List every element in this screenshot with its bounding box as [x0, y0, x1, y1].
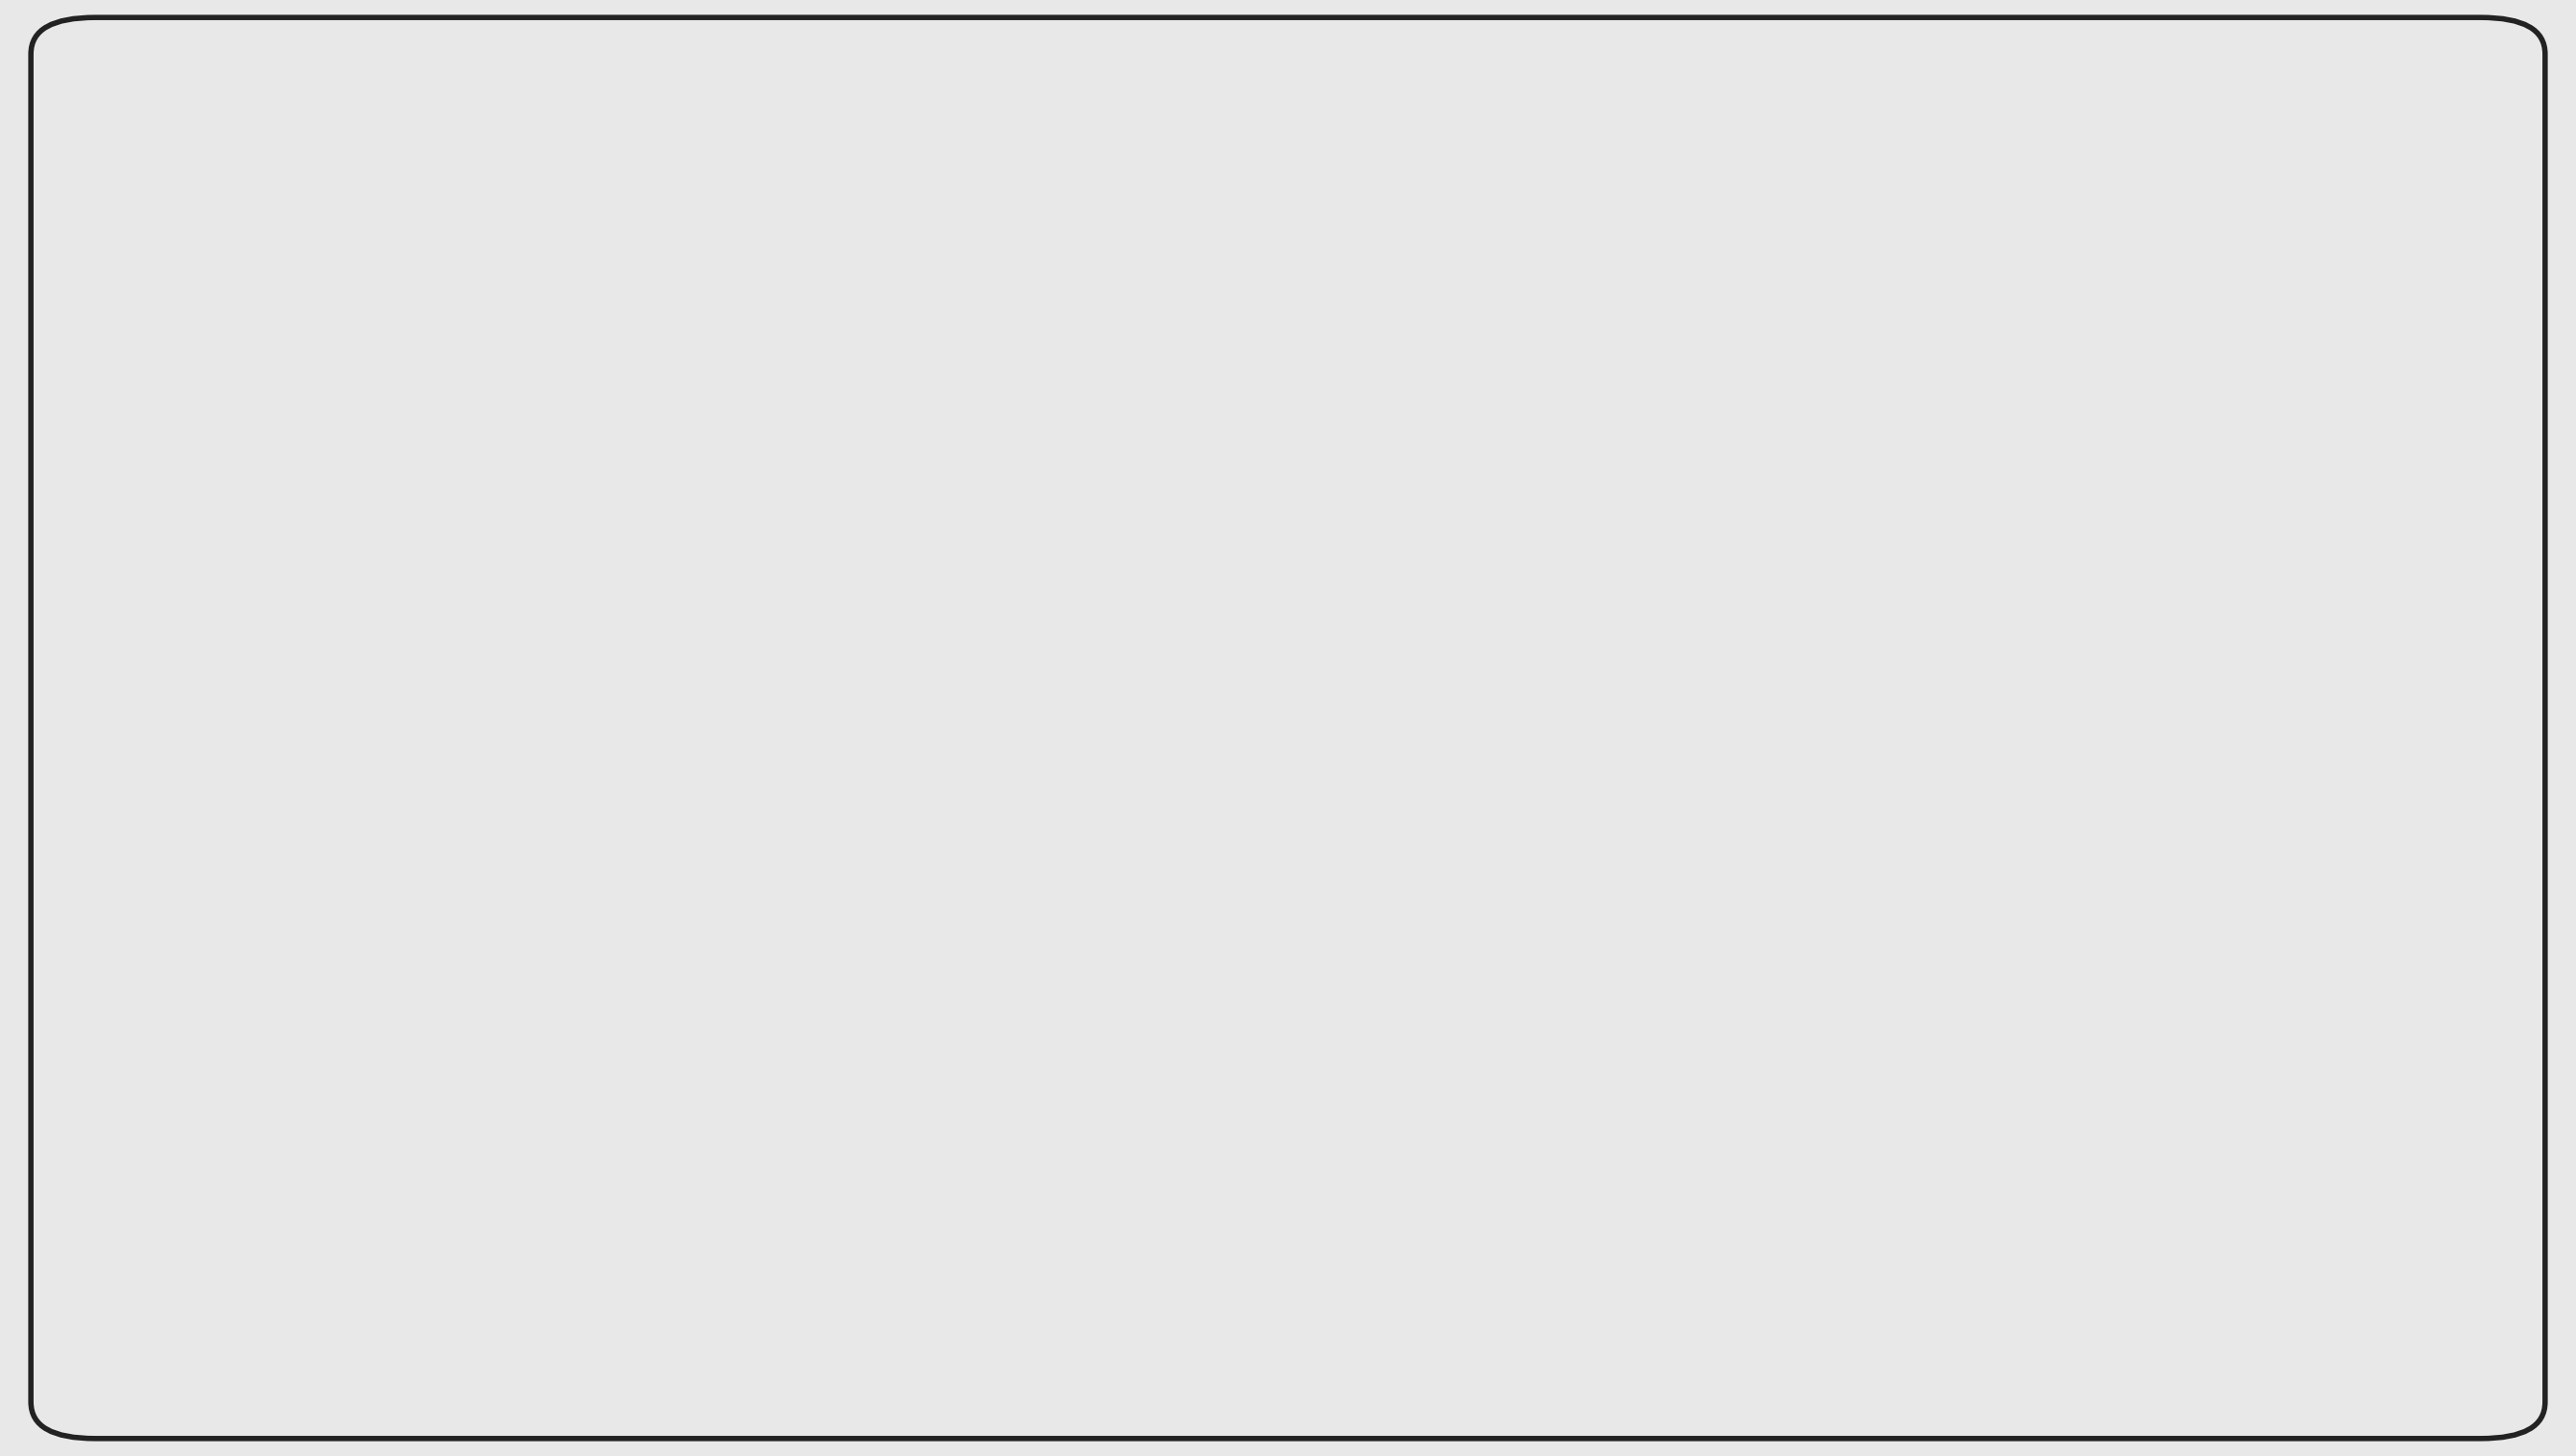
- Text: Altre Nazionalità: Altre Nazionalità: [920, 894, 1074, 913]
- Text: Romania: Romania: [1314, 291, 1396, 309]
- Text: Bulgaria: Bulgaria: [345, 827, 422, 844]
- Bar: [180, 543, 343, 593]
- Bar: [180, 745, 448, 794]
- Text: Tunisia: Tunisia: [425, 156, 487, 175]
- Text: Regno Unito: Regno Unito: [739, 358, 855, 376]
- Legend: Albania, Algeria, Altre Nazionalità, Bulgaria, Cina, Ecuador, Germania, Macedoni: Albania, Algeria, Altre Nazionalità, Bul…: [811, 1194, 1790, 1340]
- Bar: [180, 879, 896, 927]
- Bar: [180, 476, 2295, 526]
- FancyBboxPatch shape: [180, 1121, 2421, 1412]
- Bar: [180, 74, 484, 122]
- Bar: [180, 812, 325, 860]
- Bar: [180, 610, 574, 660]
- Bar: [180, 275, 1293, 323]
- Text: Stati Uniti: Stati Uniti: [399, 223, 492, 242]
- Bar: [180, 409, 466, 457]
- Text: Ucraina: Ucraina: [507, 89, 580, 108]
- Text: Algeria: Algeria: [829, 961, 896, 980]
- Text: Albania: Albania: [1852, 1028, 1922, 1047]
- Bar: [180, 141, 402, 189]
- Bar: [180, 208, 379, 256]
- Bar: [180, 678, 538, 727]
- Text: Ecuador: Ecuador: [562, 693, 636, 711]
- Text: Marocco: Marocco: [2318, 492, 2396, 510]
- Bar: [180, 946, 809, 994]
- Text: Cina: Cina: [471, 760, 513, 778]
- Text: Macedonia: Macedonia: [363, 559, 464, 577]
- Bar: [180, 1013, 1829, 1061]
- Bar: [180, 342, 719, 390]
- Text: Polonia: Polonia: [489, 425, 556, 443]
- Text: Germania: Germania: [595, 626, 688, 644]
